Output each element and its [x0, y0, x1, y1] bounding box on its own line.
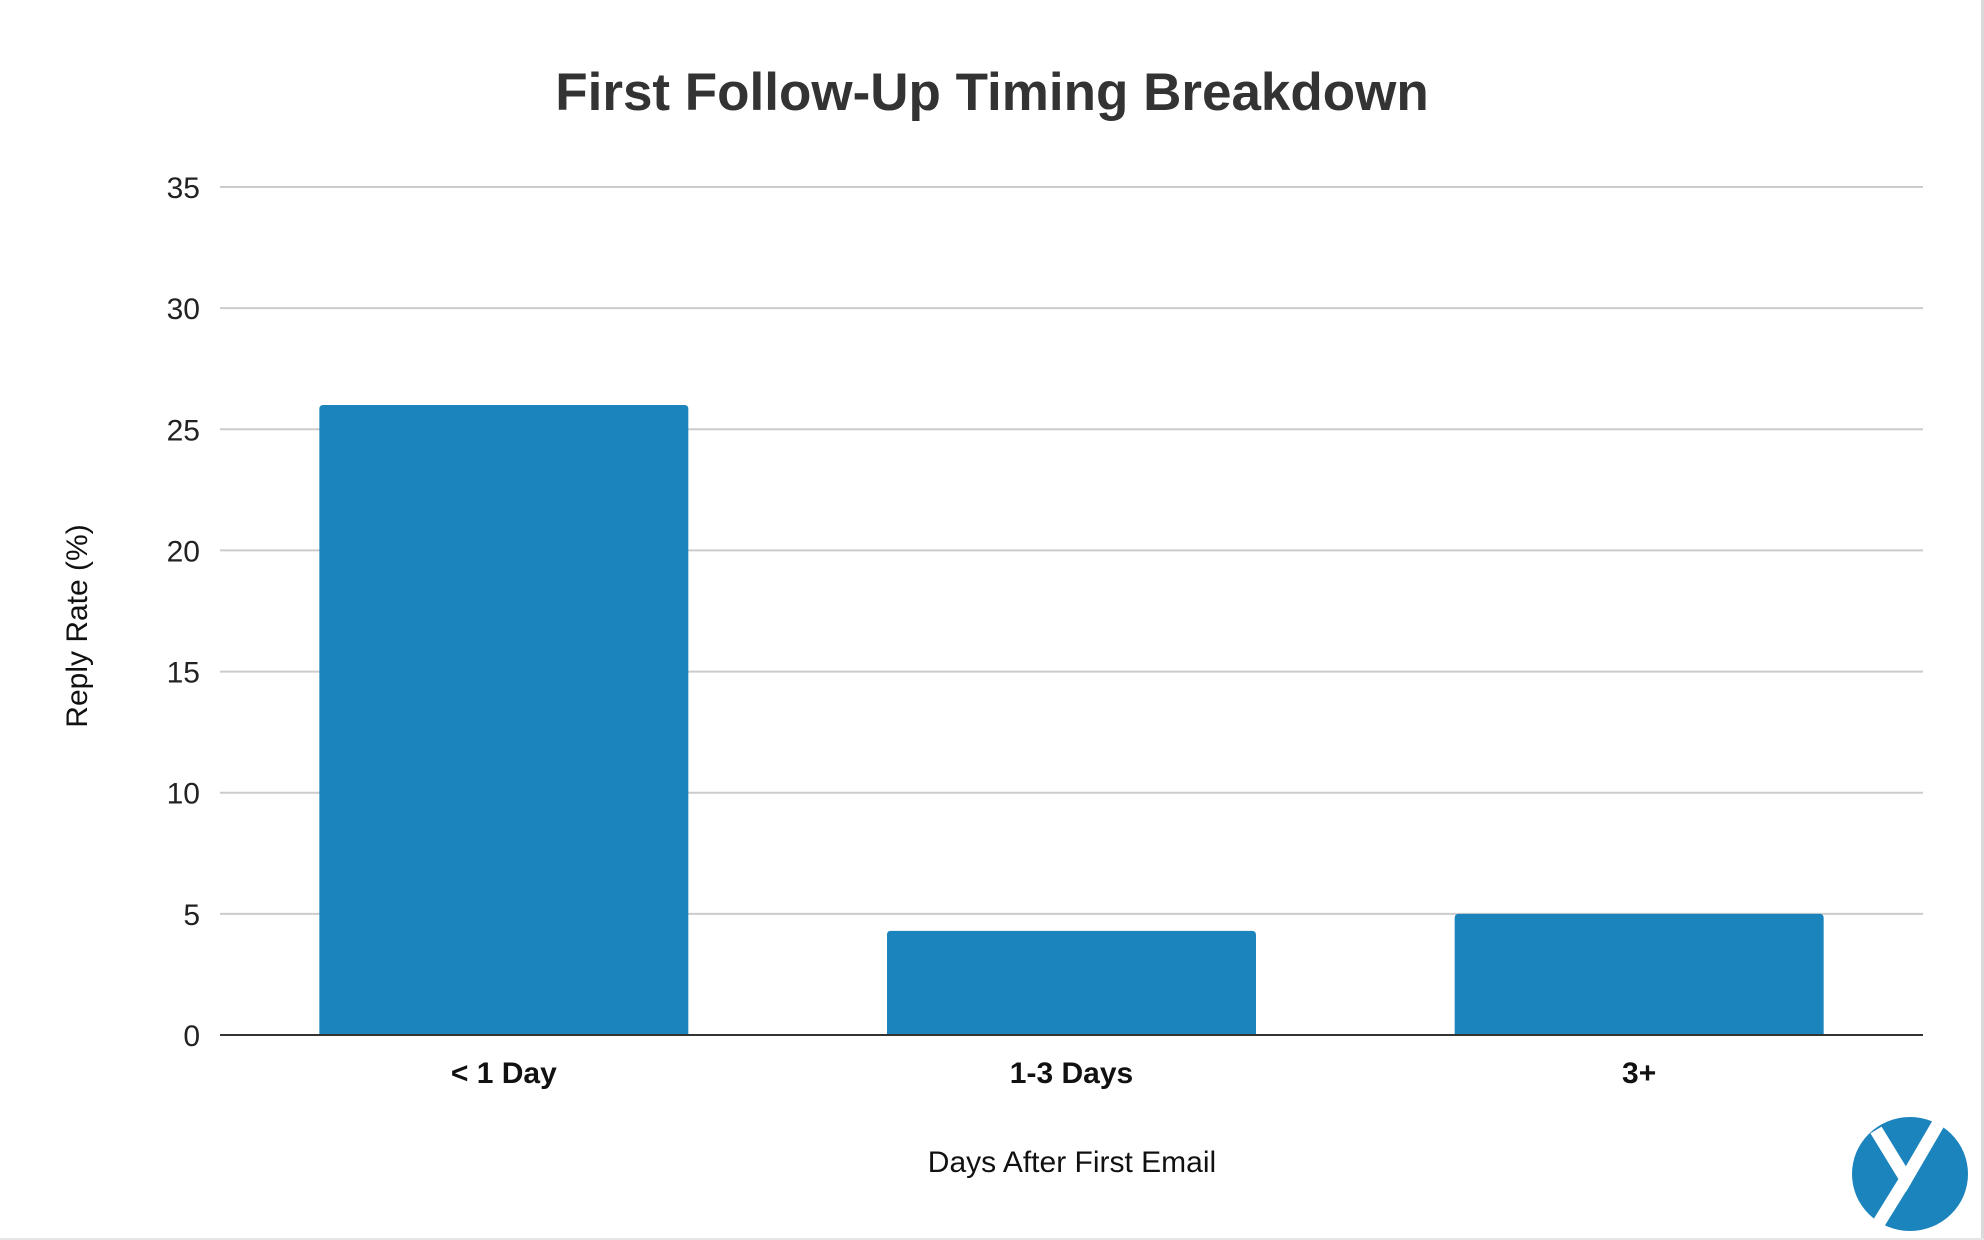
bar [1454, 913, 1824, 1035]
x-tick-label: 3+ [1622, 1057, 1656, 1090]
gridlines [220, 186, 1923, 915]
y-circle-logo-icon [1852, 1117, 1968, 1238]
bar [319, 405, 689, 1035]
x-axis-label: Days After First Email [928, 1146, 1216, 1179]
bar [887, 930, 1256, 1035]
y-tick-label: 35 [167, 172, 200, 205]
y-tick-label: 5 [183, 899, 200, 932]
frame-border-bottom [0, 1238, 1984, 1240]
y-tick-label: 15 [167, 657, 200, 690]
y-tick-label: 30 [167, 293, 200, 326]
frame-border [1981, 0, 1984, 1240]
x-tick-label: < 1 Day [451, 1057, 557, 1090]
y-tick-label: 0 [183, 1020, 200, 1053]
x-tick-label: 1-3 Days [1010, 1057, 1133, 1090]
bars [319, 405, 1824, 1035]
chart-title: First Follow-Up Timing Breakdown [555, 63, 1429, 122]
y-tick-label: 10 [167, 778, 200, 811]
x-tick-labels: < 1 Day 1-3 Days 3+ [451, 1057, 1656, 1090]
y-tick-labels: 0 5 10 15 20 25 30 35 [167, 172, 200, 1053]
y-axis-label: Reply Rate (%) [61, 524, 94, 727]
y-tick-label: 25 [167, 414, 200, 447]
y-tick-label: 20 [167, 535, 200, 568]
